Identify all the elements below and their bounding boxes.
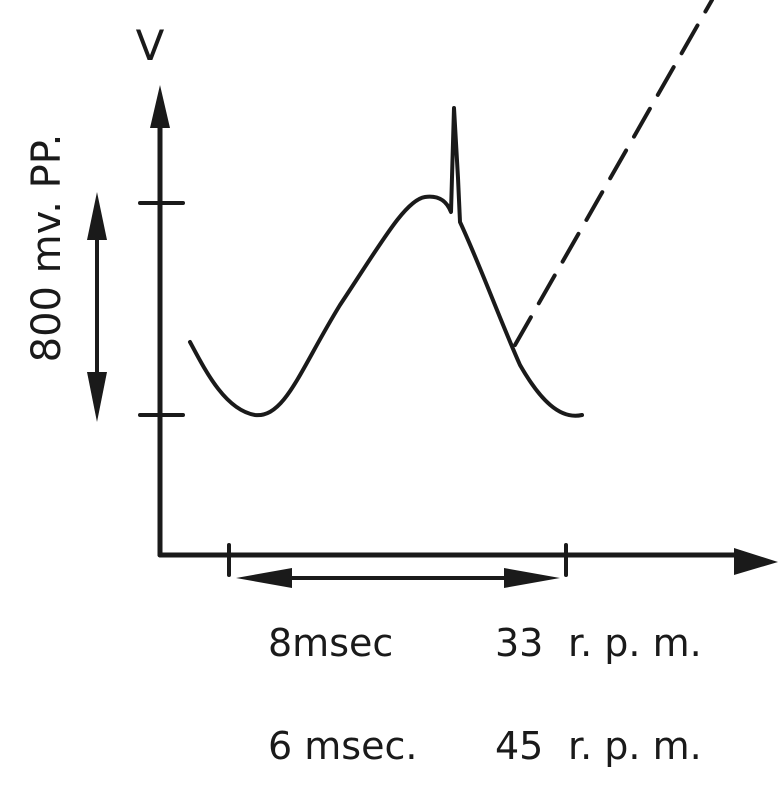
timing-speed-2: 45 [495,724,543,768]
timing-duration-1: 8msec [268,621,393,665]
timing-duration-2: 6 msec. [268,724,417,768]
amplitude-arrow-top [87,192,107,240]
timespan-arrow-right [504,568,560,588]
waveform-curve [188,106,584,418]
timing-unit-2: r. p. m. [568,724,702,768]
x-axis-arrowhead [734,548,778,575]
y-axis-label: V [136,21,165,70]
timespan-arrow-left [236,568,292,588]
y-axis-arrowhead [150,85,170,128]
timing-unit-1: r. p. m. [568,621,702,665]
amplitude-label: 800 mv. PP. [24,134,70,363]
timing-speed-1: 33 [495,621,543,665]
amplitude-arrow-bottom [87,372,107,422]
dashed-extension [513,0,714,347]
